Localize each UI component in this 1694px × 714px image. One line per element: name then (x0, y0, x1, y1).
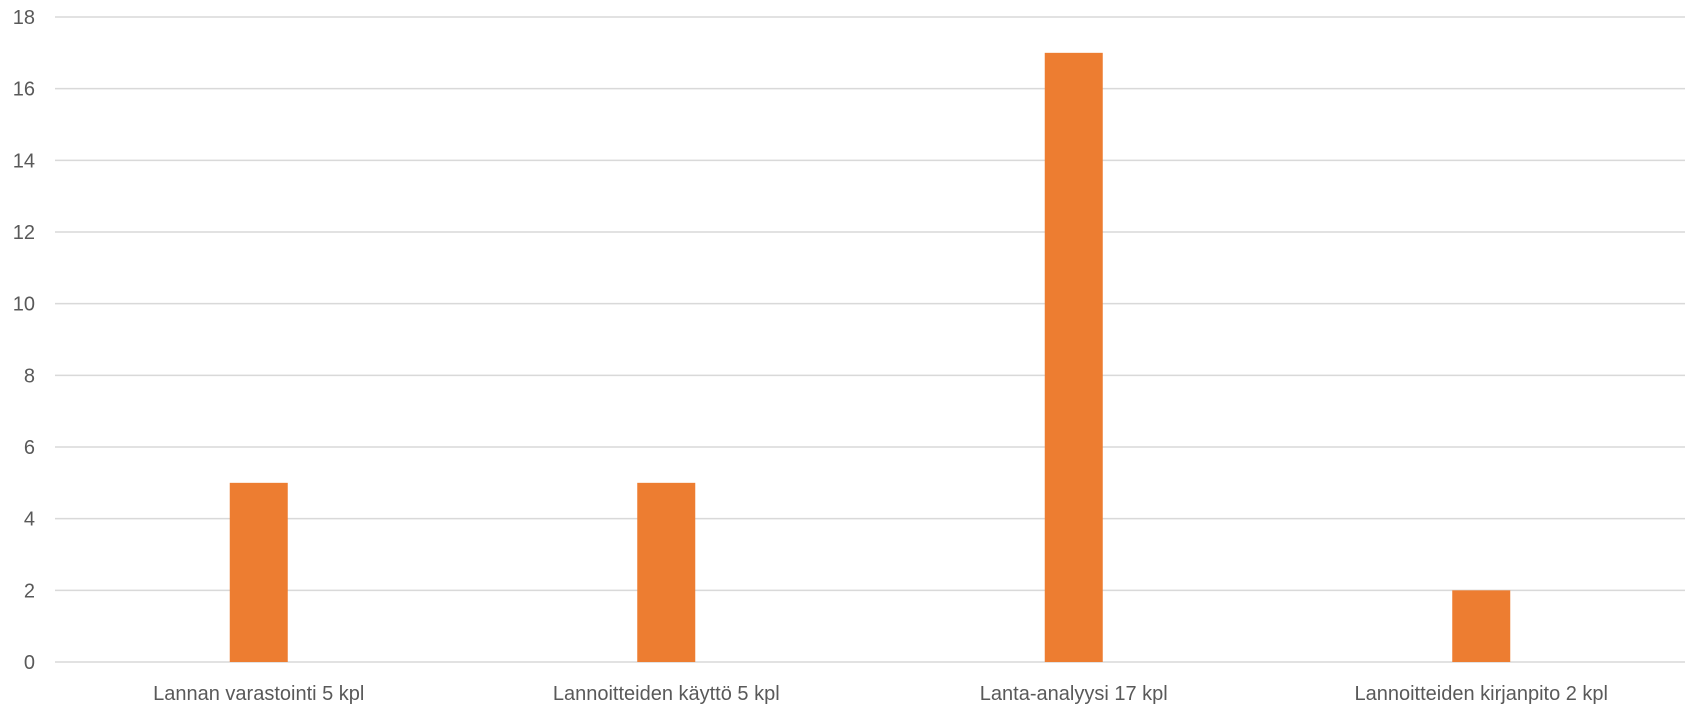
gridlines (55, 16, 1685, 663)
y-tick-label: 18 (13, 7, 35, 29)
x-category-label: Lannan varastointi 5 kpl (153, 683, 364, 705)
y-tick-label: 4 (24, 509, 35, 531)
x-category-label: Lanta-analyysi 17 kpl (980, 683, 1168, 705)
y-tick-label: 12 (13, 222, 35, 244)
bar (637, 482, 696, 662)
bar (1044, 52, 1103, 663)
bar (229, 482, 288, 662)
y-tick-label: 10 (13, 294, 35, 316)
y-tick-label: 14 (13, 150, 35, 172)
y-axis-tick-labels: 0 2 4 6 8 10 12 14 16 18 (13, 7, 35, 674)
y-tick-label: 8 (24, 365, 35, 387)
y-tick-label: 2 (24, 580, 35, 602)
x-category-label: Lannoitteiden käyttö 5 kpl (553, 683, 780, 705)
y-tick-label: 6 (24, 437, 35, 459)
y-tick-label: 0 (24, 652, 35, 674)
x-category-label: Lannoitteiden kirjanpito 2 kpl (1354, 683, 1608, 705)
y-tick-label: 16 (13, 79, 35, 101)
bar (1452, 590, 1511, 662)
bars (229, 52, 1511, 663)
x-axis-category-labels: Lannan varastointi 5 kpl Lannoitteiden kä… (153, 683, 1608, 705)
